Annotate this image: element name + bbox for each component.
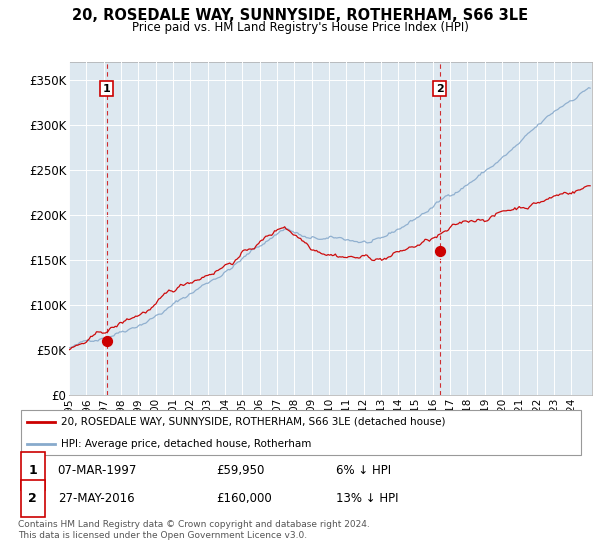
Text: 2: 2 <box>28 492 37 505</box>
FancyBboxPatch shape <box>21 480 44 517</box>
Text: £59,950: £59,950 <box>217 464 265 478</box>
Text: Contains HM Land Registry data © Crown copyright and database right 2024.
This d: Contains HM Land Registry data © Crown c… <box>18 520 370 540</box>
Text: 1: 1 <box>28 464 37 478</box>
Point <box>102 337 112 346</box>
Text: 20, ROSEDALE WAY, SUNNYSIDE, ROTHERHAM, S66 3LE (detached house): 20, ROSEDALE WAY, SUNNYSIDE, ROTHERHAM, … <box>61 417 445 427</box>
Text: Price paid vs. HM Land Registry's House Price Index (HPI): Price paid vs. HM Land Registry's House … <box>131 21 469 34</box>
FancyBboxPatch shape <box>21 452 44 489</box>
Text: 1: 1 <box>103 83 110 94</box>
Text: £160,000: £160,000 <box>217 492 272 505</box>
Text: 2: 2 <box>436 83 443 94</box>
Text: 27-MAY-2016: 27-MAY-2016 <box>58 492 134 505</box>
Text: 07-MAR-1997: 07-MAR-1997 <box>58 464 137 478</box>
Text: 20, ROSEDALE WAY, SUNNYSIDE, ROTHERHAM, S66 3LE: 20, ROSEDALE WAY, SUNNYSIDE, ROTHERHAM, … <box>72 8 528 24</box>
Text: 13% ↓ HPI: 13% ↓ HPI <box>335 492 398 505</box>
FancyBboxPatch shape <box>21 410 581 455</box>
Point <box>435 246 445 255</box>
Text: HPI: Average price, detached house, Rotherham: HPI: Average price, detached house, Roth… <box>61 438 311 449</box>
Text: 6% ↓ HPI: 6% ↓ HPI <box>335 464 391 478</box>
